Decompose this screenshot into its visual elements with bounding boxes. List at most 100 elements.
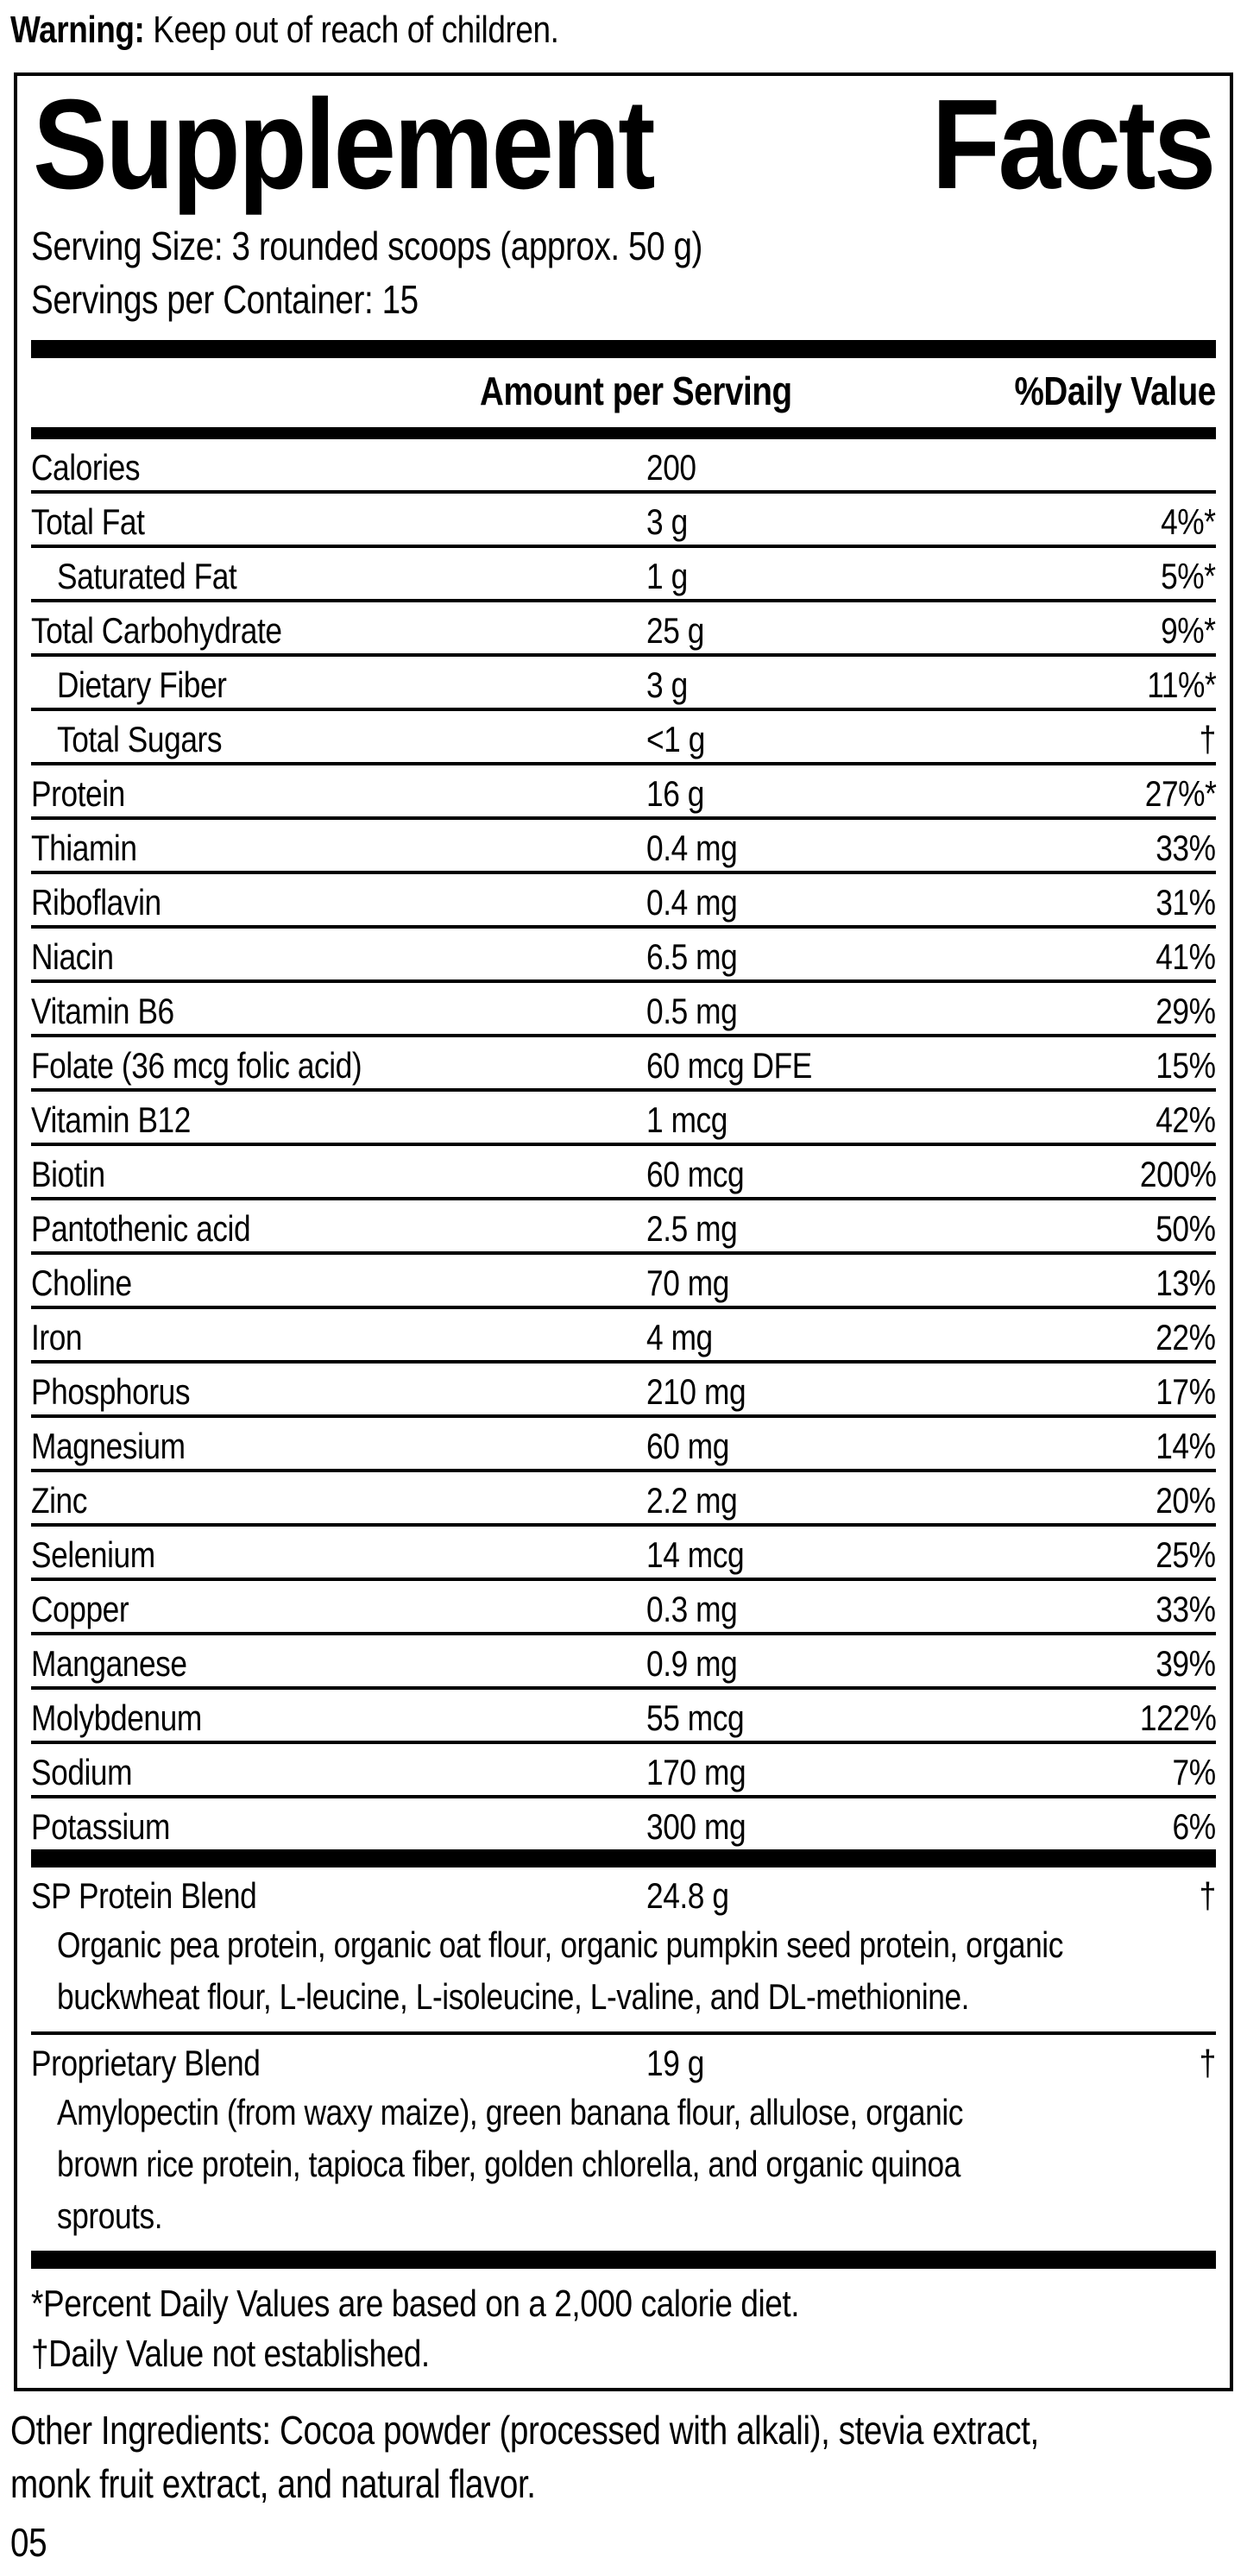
blend-daily-value: † [1199,2043,1217,2083]
nutrient-row: Saturated Fat 1 g 5%* [31,548,1216,602]
warning-text: Warning: Keep out of reach of children. [10,9,1247,52]
nutrient-daily-value-cell: 50% [1144,1211,1217,1247]
nutrient-label: Magnesium [31,1426,186,1466]
nutrient-row: Magnesium 60 mg 14% [31,1418,1216,1472]
nutrient-amount-cell: 2.2 mg [646,1483,1144,1519]
other-ingredients: Other Ingredients: Cocoa powder (process… [10,2403,1233,2510]
nutrient-amount: 0.9 mg [646,1643,738,1684]
nutrient-label-cell: Potassium [31,1809,646,1845]
divider-bar-footnotes [31,2251,1216,2269]
blend-section: Proprietary Blend 19 g † Amylopectin (from … [31,2031,1216,2251]
nutrient-daily-value-cell: 122% [1125,1700,1216,1736]
nutrient-amount: 6.5 mg [646,936,738,977]
nutrient-daily-value: 4%* [1161,501,1217,542]
nutrient-amount-cell: 210 mg [646,1374,1144,1410]
column-header-daily-value: %Daily Value [1014,368,1217,413]
nutrient-daily-value-cell: 20% [1144,1483,1217,1519]
nutrient-label-cell: Total Carbohydrate [31,613,646,649]
nutrient-amount-cell: 14 mcg [646,1537,1144,1573]
nutrient-label-cell: Total Sugars [31,721,646,758]
nutrient-amount-cell: 0.5 mg [646,993,1144,1030]
nutrient-row: Vitamin B6 0.5 mg 29% [31,983,1216,1037]
nutrient-amount: 0.5 mg [646,991,738,1031]
nutrient-amount: <1 g [646,719,705,759]
nutrient-label-cell: Selenium [31,1537,646,1573]
nutrient-daily-value-cell: 29% [1144,993,1217,1030]
nutrient-daily-value: 39% [1156,1643,1217,1684]
blend-daily-value-cell: † [1196,1875,1217,1916]
blend-ingredients: Amylopectin (from waxy maize), green ban… [31,2085,1216,2251]
nutrient-amount: 1 mcg [646,1099,727,1140]
nutrient-label: Riboflavin [31,882,161,923]
nutrient-label-cell: Folate (36 mcg folic acid) [31,1048,646,1084]
blend-name-cell: Proprietary Blend [31,2045,646,2082]
nutrient-label-cell: Sodium [31,1754,646,1791]
nutrient-amount-cell: 55 mcg [646,1700,1125,1736]
nutrient-daily-value: 200% [1139,1154,1216,1194]
nutrient-label: Folate (36 mcg folic acid) [31,1045,362,1086]
nutrient-daily-value: 15% [1156,1045,1217,1086]
nutrient-row: Folate (36 mcg folic acid) 60 mcg DFE 15% [31,1037,1216,1092]
nutrient-daily-value-cell: 27%* [1131,776,1216,812]
blend-daily-value: † [1199,1875,1217,1916]
nutrient-daily-value: 22% [1156,1317,1217,1357]
nutrient-daily-value-cell: 42% [1144,1099,1217,1140]
nutrient-amount: 0.3 mg [646,1589,738,1629]
nutrient-daily-value: 33% [1156,1589,1217,1629]
nutrient-amount-cell: 70 mg [646,1265,1144,1301]
nutrient-label: Zinc [31,1480,87,1521]
nutrient-label-cell: Calories [31,450,646,486]
nutrient-label: Niacin [31,936,114,977]
nutrient-label: Copper [31,1589,129,1629]
blend-amount: 24.8 g [646,1875,729,1916]
nutrient-amount: 0.4 mg [646,828,738,868]
nutrient-row: Biotin 60 mcg 200% [31,1146,1216,1200]
nutrient-amount-cell: 3 g [646,667,1134,703]
nutrient-label: Molybdenum [31,1697,202,1738]
nutrient-label: Dietary Fiber [57,664,227,705]
nutrient-row: Choline 70 mg 13% [31,1255,1216,1309]
nutrient-label: Pantothenic acid [31,1208,251,1249]
blend-ingredients-line: Organic pea protein, organic oat flour, … [57,1924,1063,1965]
nutrient-label-cell: Copper [31,1591,646,1628]
nutrient-label: Phosphorus [31,1371,191,1412]
nutrient-amount-cell: 1 g [646,558,1150,595]
nutrient-amount: 4 mg [646,1317,713,1357]
nutrient-amount: 2.2 mg [646,1480,738,1521]
nutrient-daily-value: 31% [1156,882,1217,923]
footnote-text: †Daily Value not established. [31,2333,430,2375]
nutrient-label-cell: Riboflavin [31,885,646,921]
divider-bar-blends [31,1849,1216,1867]
nutrient-label-cell: Thiamin [31,830,646,866]
nutrient-amount: 70 mg [646,1263,729,1303]
nutrient-amount-cell: 0.4 mg [646,830,1144,866]
nutrient-daily-value: 9%* [1161,610,1217,651]
nutrient-daily-value: 42% [1156,1099,1217,1140]
nutrient-amount: 0.4 mg [646,882,738,923]
nutrient-daily-value: 41% [1156,936,1217,977]
warning-message: Keep out of reach of children. [144,9,559,51]
nutrient-amount: 60 mcg DFE [646,1045,812,1086]
nutrient-label: Choline [31,1263,132,1303]
nutrient-label-cell: Iron [31,1319,646,1356]
nutrient-label: Total Fat [31,501,145,542]
nutrient-label-cell: Molybdenum [31,1700,646,1736]
supplement-facts-panel: Supplement Facts Serving Size: 3 rounded … [14,72,1233,2391]
nutrient-daily-value-cell: 22% [1144,1317,1217,1357]
nutrient-amount: 170 mg [646,1752,746,1792]
blend-row: SP Protein Blend 24.8 g † [31,1867,1216,1918]
nutrient-label: Calories [31,447,141,488]
nutrient-row: Copper 0.3 mg 33% [31,1581,1216,1635]
nutrient-label-cell: Biotin [31,1156,646,1193]
nutrient-table: Calories 200 Total Fat 3 g 4%* Saturated Fat 1… [31,439,1216,1849]
nutrient-daily-value: 14% [1156,1426,1217,1466]
nutrient-daily-value-cell: 25% [1144,1537,1217,1573]
nutrient-row: Molybdenum 55 mcg 122% [31,1690,1216,1744]
divider-bar-header [31,427,1216,439]
nutrient-label-cell: Choline [31,1265,646,1301]
nutrient-label-cell: Magnesium [31,1428,646,1464]
serving-size: Serving Size: 3 rounded scoops (approx. … [31,224,702,268]
nutrient-label-cell: Zinc [31,1483,646,1519]
blend-row: Proprietary Blend 19 g † [31,2035,1216,2085]
serving-info: Serving Size: 3 rounded scoops (approx. … [31,219,1216,326]
